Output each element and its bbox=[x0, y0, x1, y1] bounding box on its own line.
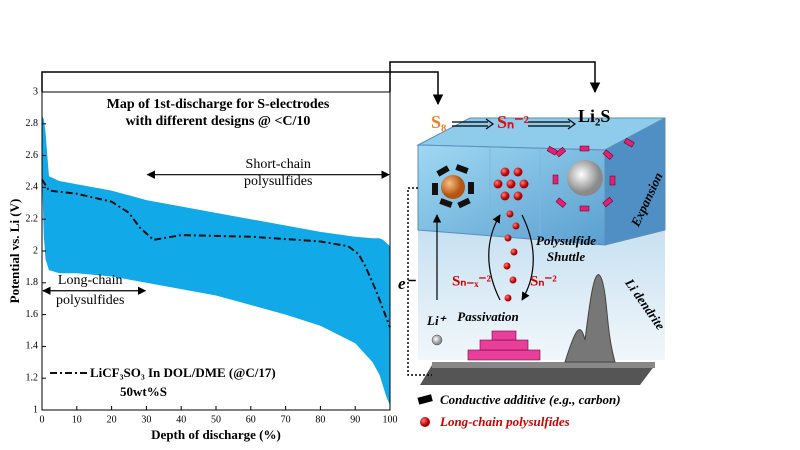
shuttle-dots bbox=[503, 210, 520, 302]
li2s-particle bbox=[567, 160, 603, 196]
circuit bbox=[407, 187, 432, 376]
li2s: Li₂S bbox=[578, 106, 610, 126]
reaction-arrow bbox=[528, 121, 570, 127]
x-tick-label: 40 bbox=[176, 414, 186, 425]
x-tick-label: 100 bbox=[383, 414, 398, 425]
y-tick-label: 2.8 bbox=[26, 118, 39, 129]
legend-carbon bbox=[417, 394, 433, 405]
x-tick-label: 90 bbox=[350, 414, 360, 425]
box-side bbox=[604, 117, 666, 246]
legend-label: LiCF₃SO₃ In DOL/DME (@C/17) bbox=[90, 365, 276, 380]
plot: 0 10 20 30 40 50 60 70 80 90 100 1 1.2 1.4 1.6 1.8 2 2.2 2… bbox=[7, 86, 398, 442]
connector bbox=[389, 61, 601, 94]
y-tick-label: 1.4 bbox=[26, 341, 39, 352]
y-tick-label: 2.2 bbox=[26, 213, 39, 224]
x-tick-label: 30 bbox=[141, 414, 151, 425]
chart-title: Map of 1st-discharge for S-electrodes bbox=[107, 97, 330, 112]
x-tick-label: 20 bbox=[107, 414, 117, 425]
dendrite bbox=[564, 274, 616, 363]
x-axis-label: Depth of discharge (%) bbox=[151, 427, 281, 442]
sn: Sₙ⁻² bbox=[497, 112, 529, 132]
reaction-arrow bbox=[452, 121, 488, 127]
x-tick-label: 50 bbox=[211, 414, 221, 425]
sulfur-particle bbox=[441, 175, 465, 199]
y-tick-label: 3 bbox=[33, 86, 38, 97]
y-tick-label: 2.6 bbox=[26, 150, 39, 161]
x-tick-label: 70 bbox=[281, 414, 291, 425]
x-tick-label: 80 bbox=[315, 414, 325, 425]
y-tick-label: 2 bbox=[33, 245, 38, 256]
reaction-arrow bbox=[485, 118, 495, 130]
y-tick-label: 2.4 bbox=[26, 182, 39, 193]
reaction-arrow bbox=[567, 118, 577, 130]
x-tick-label: 10 bbox=[72, 414, 82, 425]
y-tick-label: 1.6 bbox=[26, 309, 39, 320]
legend-polysulfide bbox=[420, 417, 430, 427]
cell-diagram: S₈ Sₙ⁻² Li₂S Expansion Polysulfide Shutt… bbox=[398, 106, 668, 429]
shuttle-label: Shuttle bbox=[547, 249, 586, 264]
chart-title: with different designs @ <C/10 bbox=[126, 114, 311, 129]
annotation-text: Long-chain bbox=[58, 273, 123, 288]
legend-note: 50wt%S bbox=[120, 384, 167, 399]
y-tick-label: 1 bbox=[33, 404, 38, 415]
electrolyte bbox=[418, 230, 665, 360]
shuttle-arrow bbox=[521, 214, 534, 301]
connector bbox=[41, 71, 444, 106]
carbon bbox=[432, 164, 474, 209]
passivation: Passivation bbox=[457, 309, 518, 324]
legend-text: Long-chain polysulfides bbox=[439, 414, 570, 429]
passivation-layer bbox=[467, 330, 541, 361]
shuttle-label: Polysulfide bbox=[536, 233, 596, 248]
li-ion bbox=[431, 334, 443, 346]
legend-text: Conductive additive (e.g., carbon) bbox=[440, 392, 621, 407]
annotation-text: polysulfides bbox=[244, 174, 312, 189]
polysulfide-cluster bbox=[493, 167, 529, 201]
li2s-shell bbox=[546, 137, 635, 212]
li-anode-top bbox=[432, 362, 655, 368]
shuttle-arrow bbox=[488, 214, 501, 301]
annotation-text: polysulfides bbox=[56, 293, 124, 308]
x-tick-label: 60 bbox=[246, 414, 256, 425]
x-tick-label: 0 bbox=[40, 414, 45, 425]
sn-right: Sₙ⁻² bbox=[530, 273, 557, 289]
y-tick-label: 1.8 bbox=[26, 277, 39, 288]
y-tick-label: 1.2 bbox=[26, 372, 39, 383]
s8: S₈ bbox=[431, 112, 447, 132]
electron-label: e⁻ bbox=[398, 274, 417, 293]
sn-x: Sₙ₋ₓ⁻² bbox=[452, 273, 491, 289]
range-band bbox=[42, 115, 390, 406]
annotation-text: Short-chain bbox=[246, 157, 311, 172]
li-ion-label: Li⁺ bbox=[426, 313, 448, 328]
y-axis-label: Potential vs. Li (V) bbox=[7, 199, 22, 304]
li-anode bbox=[420, 365, 655, 385]
